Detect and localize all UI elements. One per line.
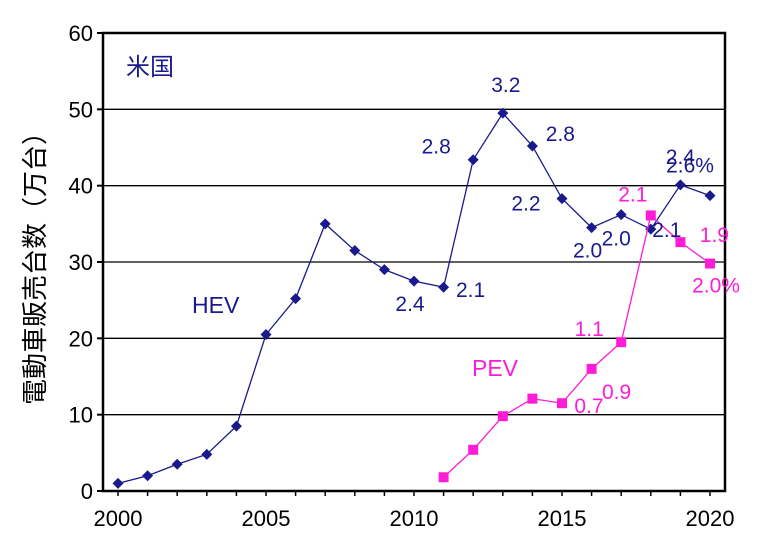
share-label-hev: 2.6% (666, 155, 714, 178)
share-label-pev: 2.0% (692, 275, 740, 298)
point-pev (586, 363, 597, 374)
point-hev (556, 193, 568, 205)
point-pev (497, 411, 508, 422)
share-label-hev: 2.0 (602, 228, 631, 251)
point-hev (674, 179, 686, 191)
point-hev (230, 420, 242, 432)
point-hev (201, 448, 213, 460)
point-hev (615, 209, 627, 221)
point-hev (408, 275, 420, 287)
point-hev (142, 470, 154, 482)
region-label: 米国 (126, 53, 174, 81)
point-pev (705, 258, 715, 269)
point-hev (438, 281, 450, 293)
share-label-hev: 2.1 (456, 279, 485, 302)
series-line-pev (443, 214, 711, 478)
gridlines (103, 108, 725, 416)
share-label-hev: 2.8 (422, 136, 451, 159)
point-hev (112, 477, 124, 489)
axes: 0 10 20 30 40 50 60 2000 2005 2010 2015 2020 (69, 21, 735, 531)
share-label-pev: 0.7 (574, 395, 603, 418)
share-label-hev: 2.0 (573, 240, 602, 263)
point-pev (675, 237, 686, 248)
point-hev (526, 140, 538, 152)
point-hev (349, 245, 361, 257)
x-tick-label: 2015 (538, 506, 587, 531)
x-tick-label: 2010 (390, 506, 439, 531)
x-tick-label: 2020 (686, 506, 735, 531)
x-tick-label: 2000 (94, 506, 143, 531)
y-axis-label: 電動車販売台数（万台） (21, 119, 51, 405)
point-hev (171, 458, 183, 470)
point-pev (438, 472, 449, 483)
point-hev (586, 222, 598, 234)
y-tick-label: 20 (69, 326, 93, 351)
y-tick-label: 50 (69, 97, 93, 122)
point-hev (704, 190, 716, 202)
point-pev (557, 398, 567, 409)
share-label-pev: 1.9 (700, 224, 729, 247)
x-tick-label: 2005 (242, 506, 291, 531)
point-pev (468, 444, 479, 455)
share-label-pev: 2.1 (618, 183, 647, 206)
share-label-hev: 2.8 (546, 123, 575, 146)
y-tick-label: 10 (69, 403, 93, 428)
y-tick-label: 30 (69, 250, 93, 275)
share-label-hev: 2.1 (652, 219, 681, 242)
point-pev (645, 210, 656, 221)
share-label-pev: 0.9 (602, 381, 631, 404)
y-tick-label: 0 (81, 479, 93, 504)
point-hev (260, 329, 272, 341)
share-labels: 2.42.12.83.22.82.22.02.0 2.12.42.6%0.70.9… (395, 74, 740, 418)
share-label-hev: 2.4 (395, 293, 425, 316)
share-label-hev: 3.2 (491, 74, 520, 97)
share-label-hev: 2.2 (511, 193, 540, 216)
series-layer (112, 107, 716, 489)
point-hev (319, 218, 331, 230)
series-label-hev: HEV (192, 292, 240, 318)
y-tick-label: 60 (69, 21, 93, 46)
y-tick-label: 40 (69, 174, 93, 199)
point-hev (290, 293, 302, 305)
series-label-pev: PEV (472, 355, 519, 381)
point-pev (616, 337, 627, 348)
point-hev (467, 154, 479, 166)
share-label-pev: 1.1 (575, 318, 604, 341)
point-hev (378, 264, 390, 276)
point-hev (497, 107, 509, 119)
point-pev (527, 393, 538, 404)
share-label-hev: 2.4 (666, 146, 696, 169)
